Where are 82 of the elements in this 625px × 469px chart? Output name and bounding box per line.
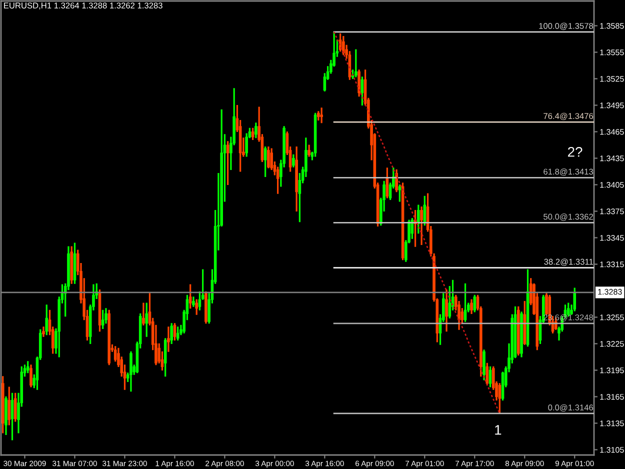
candlestick — [398, 184, 402, 202]
series-label: 38.2@1.3311 — [544, 258, 593, 266]
candlestick — [8, 386, 11, 426]
y-tick-label: 1.3315 — [600, 262, 624, 268]
series-label: 50.0@1.3362 — [544, 214, 593, 221]
y-tick-label: 1.3585 — [600, 23, 624, 29]
candlestick — [130, 351, 132, 392]
candlestick — [14, 392, 17, 422]
candlestick — [204, 291, 208, 324]
series-label: 100.0@1.3578 — [539, 22, 594, 30]
series-label: 76.4@1.3476 — [544, 112, 594, 120]
candlestick — [30, 364, 32, 388]
y-tick-label: 1.3195 — [600, 368, 624, 374]
candlestick — [108, 310, 111, 366]
y-tick-label: 1.3135 — [600, 420, 624, 426]
y-tick-label: 1.3345 — [600, 235, 624, 241]
y-tick-label: 1.3405 — [600, 182, 624, 188]
candlestick — [73, 242, 76, 284]
candlestick — [354, 49, 358, 78]
candlestick — [192, 296, 195, 307]
candlestick — [292, 154, 295, 168]
y-tick-label: 1.3255 — [600, 314, 624, 320]
candlestick — [445, 290, 448, 332]
candlestick — [70, 246, 74, 284]
candlestick — [251, 128, 254, 140]
chart-title: EURUSD,H1 1.3264 1.3288 1.3262 1.3283 — [4, 2, 162, 10]
candlestick — [360, 76, 364, 106]
y-tick-label: 1.3495 — [600, 102, 624, 108]
series-label: 0.0@1.3146 — [548, 404, 594, 412]
annotation: 1 — [495, 425, 502, 435]
candlestick — [295, 146, 298, 212]
candlestick — [523, 301, 526, 345]
candlestick — [520, 312, 523, 358]
candlestick — [42, 326, 45, 337]
y-tick-label: 1.3105 — [600, 446, 624, 453]
y-tick-label: 1.3555 — [600, 50, 624, 56]
candlestick — [1, 376, 4, 434]
candlestick — [10, 392, 14, 440]
candlestick — [45, 304, 48, 336]
candlestick — [145, 302, 148, 337]
candlestick — [226, 141, 230, 185]
annotation: 2? — [568, 146, 582, 157]
y-tick-label: 1.3525 — [600, 76, 624, 82]
candlestick — [473, 294, 476, 312]
ref-line-label: 1.3283 — [598, 288, 622, 295]
candlestick — [254, 122, 258, 138]
series-label: 61.8@1.3413 — [544, 168, 594, 176]
candlestick — [482, 350, 486, 380]
candlestick — [26, 361, 30, 374]
y-tick-label: 1.3375 — [600, 208, 624, 214]
candlestick — [164, 338, 167, 377]
candlestick — [386, 168, 389, 198]
candlestick — [142, 302, 145, 326]
candlestick — [308, 144, 310, 157]
candlestick — [170, 323, 173, 344]
candlestick — [488, 366, 492, 388]
y-tick-label: 1.3165 — [600, 394, 624, 400]
candlestick — [358, 70, 360, 97]
candlestick — [516, 306, 520, 356]
candlestick — [573, 288, 576, 312]
candlestick — [317, 111, 320, 121]
y-tick-label: 1.3225 — [600, 341, 624, 347]
y-tick-label: 1.3465 — [600, 129, 624, 135]
candlestick — [188, 284, 192, 309]
candlestick — [267, 146, 270, 168]
candlestick — [101, 310, 104, 329]
candlestick — [486, 362, 489, 386]
candlestick — [264, 146, 267, 178]
candlestick — [498, 383, 502, 414]
candlestick — [195, 299, 198, 315]
candlestick — [314, 112, 317, 157]
candlestick — [176, 326, 180, 340]
candlestick — [167, 326, 170, 352]
candlestick — [173, 323, 176, 340]
candlestick — [320, 108, 323, 124]
line-series — [333, 31, 500, 414]
candlestick — [470, 299, 473, 314]
candlestick — [4, 396, 8, 435]
y-tick-label: 1.3435 — [600, 156, 624, 162]
candlestick — [420, 206, 423, 246]
candlestick — [423, 196, 426, 226]
candlestick — [342, 36, 345, 56]
